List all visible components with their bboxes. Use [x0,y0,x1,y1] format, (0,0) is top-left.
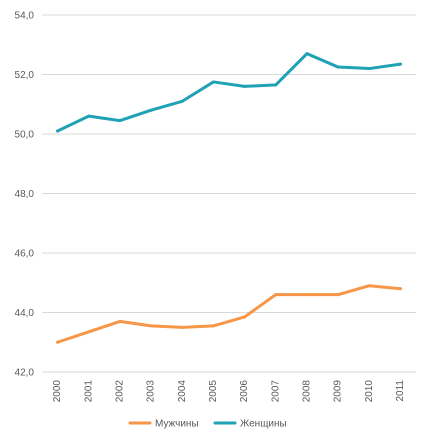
legend: Мужчины Женщины [128,419,287,430]
data-point [336,65,340,69]
y-tick-label: 54,0 [15,11,35,22]
y-tick-label: 46,0 [15,249,35,260]
data-point [336,293,340,297]
y-tick-label: 48,0 [15,189,35,200]
gridlines [42,14,416,313]
y-axis-ticks: 42,0 44,0 46,0 48,0 50,0 52,0 54,0 [15,11,35,379]
x-tick-label: 2005 [208,380,219,403]
series-line [56,284,402,344]
data-point [305,52,309,56]
data-point [149,324,153,328]
x-tick-label: 2002 [115,380,126,403]
data-point [398,287,402,291]
data-point [149,108,153,112]
data-point [367,67,371,71]
legend-label: Женщины [240,419,287,430]
x-tick-label: 2008 [302,380,313,403]
x-tick-label: 2011 [395,380,406,402]
x-tick-label: 2009 [333,380,344,403]
data-point [56,340,60,344]
x-tick-label: 2000 [52,380,63,403]
x-tick-label: 2010 [364,380,375,403]
data-point [211,324,215,328]
x-tick-label: 2006 [239,380,250,403]
data-point [118,319,122,323]
data-point [274,293,278,297]
x-axis-ticks: 2000 2001 2002 2003 2004 2005 2006 2007 2008 2009… [52,380,406,403]
series-lines [56,52,402,344]
data-point [367,284,371,288]
data-point [305,293,309,297]
data-point [180,99,184,103]
y-tick-label: 42,0 [15,368,35,379]
x-tick-label: 2001 [83,380,94,403]
data-point [180,325,184,329]
data-point [274,83,278,87]
data-point [398,62,402,66]
data-point [87,330,91,334]
y-tick-label: 44,0 [15,308,35,319]
data-point [56,129,60,133]
x-tick-label: 2007 [270,380,281,403]
data-point [211,80,215,84]
data-point [87,114,91,118]
data-point [118,119,122,123]
series-line [56,52,402,133]
x-tick-label: 2004 [177,380,188,403]
data-point [243,84,247,88]
y-tick-label: 50,0 [15,130,35,141]
x-tick-label: 2003 [146,380,157,403]
data-point [243,315,247,319]
y-tick-label: 52,0 [15,70,35,81]
legend-label: Мужчины [155,419,199,430]
